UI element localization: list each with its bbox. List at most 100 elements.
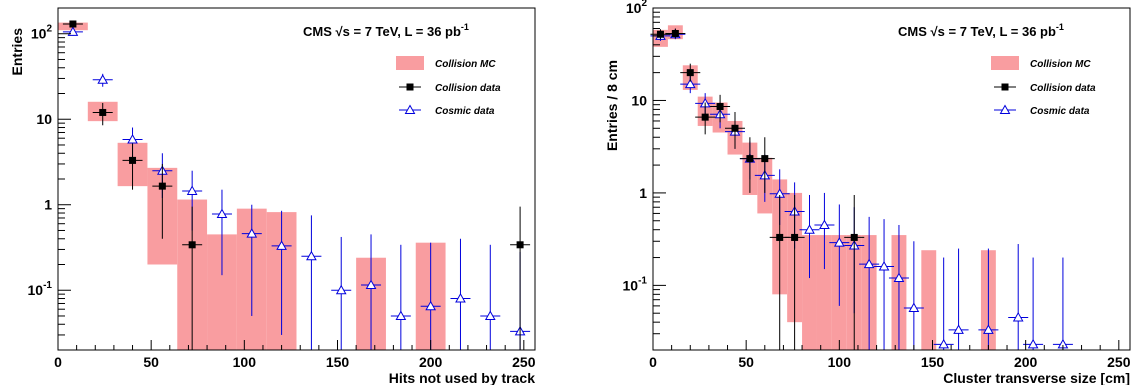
cosmic-point — [306, 250, 317, 261]
annotation-text: = 7 TeV, L = 36 pb — [350, 24, 461, 39]
annotation-superscript: -1 — [1056, 22, 1064, 32]
collision-point — [731, 124, 739, 132]
cosmic-point — [863, 258, 875, 269]
x-axis-label: Hits not used by track — [389, 370, 535, 385]
cosmic-point — [186, 185, 198, 195]
y-tick-label: 10 — [36, 111, 52, 127]
y-tick-label: 1 — [639, 185, 647, 201]
mc-band — [816, 235, 832, 350]
x-axis-ticks: 0 50 100 150 200 250 — [54, 340, 536, 370]
x-tick-label: 150 — [921, 354, 945, 370]
y-tick-base: 10 — [28, 282, 44, 298]
collision-point — [656, 30, 664, 38]
cosmic-point — [684, 78, 696, 89]
x-tick-label: 50 — [143, 354, 159, 370]
x-tick-label: 50 — [738, 354, 754, 370]
legend: Collision MC Collision data Cosmic data — [991, 56, 1096, 117]
y-tick-exponent: 2 — [46, 24, 52, 35]
cosmic-point — [276, 240, 287, 250]
annotation-sqrt: √ — [931, 24, 939, 39]
annotation-superscript: -1 — [461, 22, 469, 32]
x-tick-label: 150 — [326, 354, 350, 370]
cosmic-point — [246, 228, 258, 238]
legend-cosmic-label: Cosmic data — [1030, 106, 1090, 117]
legend-mc-label: Collision MC — [1030, 59, 1091, 70]
cms-annotation: CMS √s = 7 TeV, L = 36 pb-1 — [898, 22, 1064, 39]
legend-collision-marker — [1001, 83, 1009, 91]
collision-point — [686, 69, 694, 77]
cosmic-point — [804, 224, 815, 234]
annotation-sqrt: √ — [336, 24, 344, 39]
x-tick-label: 200 — [419, 354, 443, 370]
cms-annotation: CMS √s = 7 TeV, L = 36 pb-1 — [303, 22, 469, 39]
cosmic-point — [365, 279, 377, 290]
cosmic-point — [819, 219, 830, 229]
cosmic-point — [878, 260, 890, 271]
mc-band — [802, 235, 817, 350]
annotation-energy-symbol: s — [343, 24, 350, 39]
collision-point — [158, 182, 166, 190]
collision-point — [188, 241, 196, 249]
collision-point — [850, 233, 858, 241]
collision-point — [701, 113, 709, 121]
collision-point — [516, 241, 524, 249]
cosmic-point — [983, 324, 994, 334]
cosmic-point — [97, 74, 109, 84]
collision-point — [746, 155, 754, 163]
mc-bands — [653, 25, 996, 350]
x-tick-label: 0 — [649, 354, 657, 370]
annotation-prefix: CMS — [898, 24, 931, 39]
cosmic-point — [127, 133, 138, 144]
legend-mc-label: Collision MC — [435, 59, 496, 70]
legend-cosmic-label: Cosmic data — [435, 106, 495, 117]
x-tick-label: 100 — [233, 354, 257, 370]
x-axis-label: Cluster transverse size [cm] — [943, 370, 1130, 385]
legend-collision-label: Collision data — [435, 83, 501, 94]
y-tick-label: 102 — [31, 24, 53, 42]
legend-cosmic-marker — [404, 104, 416, 114]
y-axis-label: Entries / 8 cm — [604, 60, 620, 151]
cosmic-point — [908, 302, 920, 312]
collision-point — [99, 108, 107, 116]
y-tick-exponent: 2 — [641, 0, 647, 9]
legend-collision-label: Collision data — [1030, 83, 1096, 94]
legend: Collision MC Collision data Cosmic data — [396, 56, 501, 117]
x-tick-label: 100 — [828, 354, 852, 370]
mc-band — [921, 250, 937, 350]
cosmic-point — [953, 324, 964, 334]
x-tick-label: 200 — [1014, 354, 1038, 370]
cosmic-point — [893, 272, 905, 283]
legend-collision-marker — [406, 83, 414, 91]
cosmic-point — [833, 237, 845, 247]
cosmic-point — [335, 284, 347, 295]
collision-point — [716, 103, 724, 111]
annotation-prefix: CMS — [303, 24, 336, 39]
x-tick-label: 0 — [54, 354, 62, 370]
cosmic-point — [938, 338, 950, 349]
x-tick-label: 250 — [512, 354, 536, 370]
y-tick-base: 10 — [626, 0, 642, 16]
collision-point — [129, 156, 137, 164]
y-tick-base: 10 — [623, 277, 639, 293]
cosmic-point — [1012, 311, 1024, 322]
plot-frame — [652, 7, 1131, 351]
cosmic-point — [216, 208, 228, 218]
legend-mc-swatch — [991, 56, 1019, 70]
collision-point — [761, 155, 769, 163]
y-tick-exponent: -1 — [43, 280, 52, 291]
collision-data-series — [62, 20, 531, 350]
collision-point — [791, 233, 799, 241]
legend-cosmic-marker — [999, 104, 1011, 114]
collision-data-series — [650, 28, 865, 350]
y-tick-exponent: -1 — [638, 275, 647, 286]
y-tick-label: 10 — [631, 92, 647, 108]
collision-point — [69, 20, 77, 28]
cosmic-point — [425, 300, 437, 311]
annotation-energy-symbol: s — [938, 24, 945, 39]
x-axis-ticks: 0 50 100 150 200 250 — [649, 340, 1131, 370]
collision-point — [776, 233, 784, 241]
y-tick-label: 1 — [44, 197, 52, 213]
